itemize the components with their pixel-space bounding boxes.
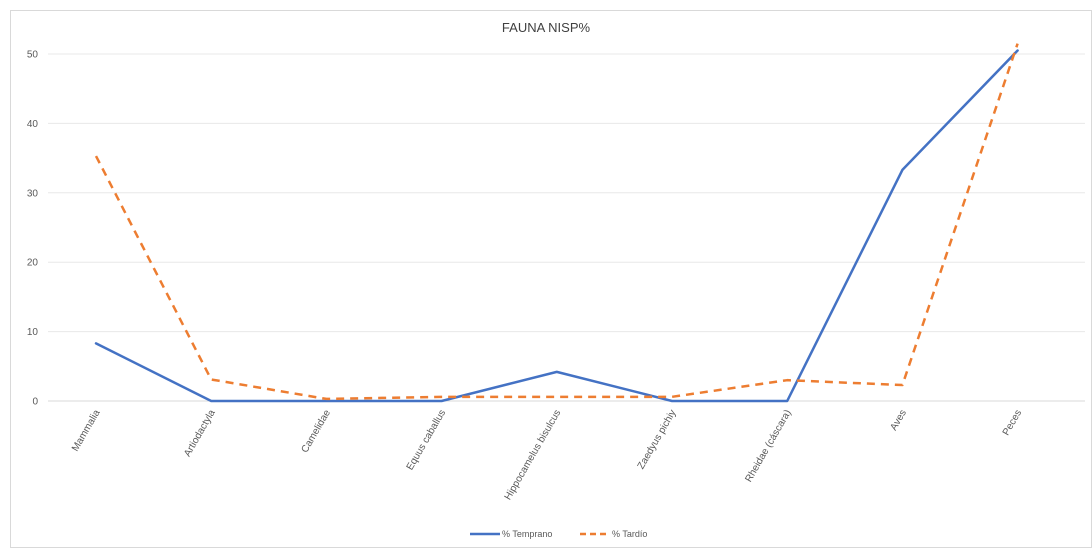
y-tick-label: 40 [27, 119, 39, 130]
chart-title: FAUNA NISP% [501, 20, 591, 35]
series-line-0 [94, 49, 1019, 403]
x-tick-label: Rheidae (cáscara) [743, 408, 793, 484]
series-line-1 [94, 43, 1019, 401]
y-tick-label: 20 [27, 258, 39, 269]
y-tick-label: 30 [27, 188, 39, 199]
y-tick-label: 10 [27, 327, 39, 338]
y-tick-label: 0 [32, 397, 38, 408]
chart-frame [10, 10, 1092, 548]
x-tick-label: Mammalia [70, 408, 103, 454]
x-tick-label: Equus caballus [405, 408, 448, 472]
x-tick-label: Artiodactyla [182, 408, 218, 459]
legend-label: % Temprano [502, 529, 552, 539]
x-tick-label: Aves [888, 408, 909, 433]
y-tick-label: 50 [27, 50, 39, 61]
x-tick-label: Peces [1001, 408, 1024, 438]
x-tick-label: Zaedyus pichiy [636, 408, 679, 471]
x-tick-label: Hippocamelus bisulcus [503, 408, 564, 502]
x-tick-label: Camelidae [300, 408, 334, 455]
legend-label: % Tardío [612, 529, 647, 539]
